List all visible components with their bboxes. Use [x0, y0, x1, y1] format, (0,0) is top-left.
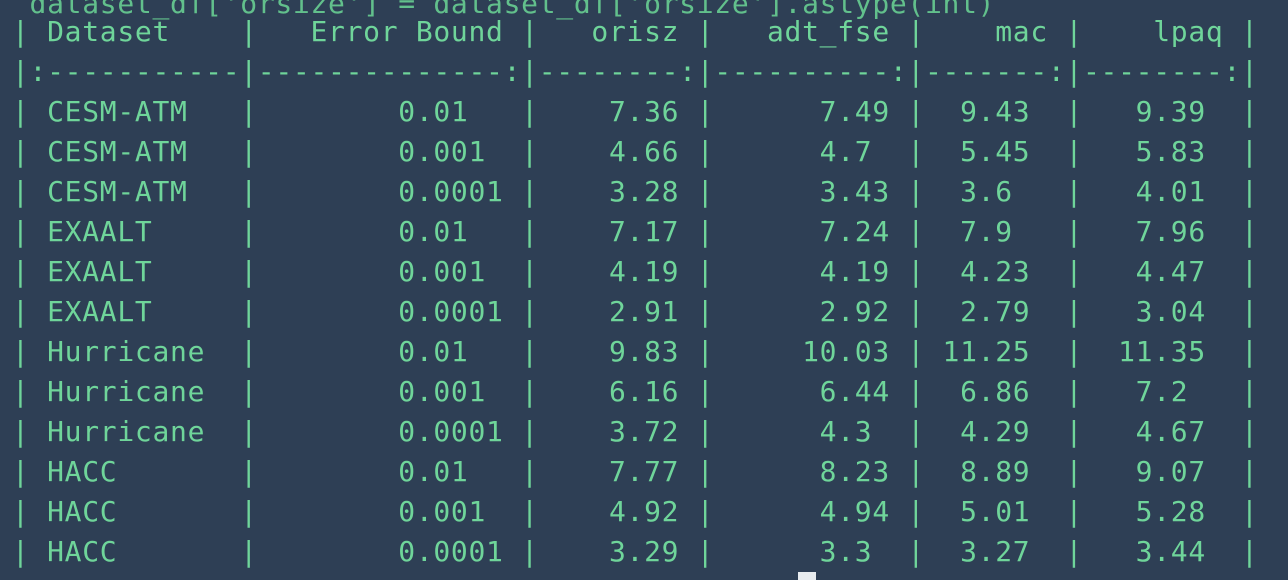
table-row: | EXAALT | 0.0001 | 2.91 | 2.92 | 2.79 |… [12, 295, 1259, 328]
table-row: | EXAALT | 0.01 | 7.17 | 7.24 | 7.9 | 7.… [12, 215, 1259, 248]
table-row: | Hurricane | 0.001 | 6.16 | 6.44 | 6.86… [12, 375, 1259, 408]
table-row: | Hurricane | 0.01 | 9.83 | 10.03 | 11.2… [12, 335, 1259, 368]
table-separator-row: |:-----------|--------------:|--------:|… [12, 55, 1259, 88]
text-cursor [798, 572, 816, 580]
table-row: | Hurricane | 0.0001 | 3.72 | 4.3 | 4.29… [12, 415, 1259, 448]
table-row: | HACC | 0.0001 | 3.29 | 3.3 | 3.27 | 3.… [12, 535, 1259, 568]
table-row: | CESM-ATM | 0.0001 | 3.28 | 3.43 | 3.6 … [12, 175, 1259, 208]
table-header-row: | Dataset | Error Bound | orisz | adt_fs… [12, 15, 1259, 48]
table-row: | CESM-ATM | 0.01 | 7.36 | 7.49 | 9.43 |… [12, 95, 1259, 128]
terminal-previous-line: dataset_df['orsize'] = dataset_df['orsiz… [12, 0, 996, 20]
table-row: | HACC | 0.01 | 7.77 | 8.23 | 8.89 | 9.0… [12, 455, 1259, 488]
table-row: | EXAALT | 0.001 | 4.19 | 4.19 | 4.23 | … [12, 255, 1259, 288]
table-row: | CESM-ATM | 0.001 | 4.66 | 4.7 | 5.45 |… [12, 135, 1259, 168]
table-row: | HACC | 0.001 | 4.92 | 4.94 | 5.01 | 5.… [12, 495, 1259, 528]
